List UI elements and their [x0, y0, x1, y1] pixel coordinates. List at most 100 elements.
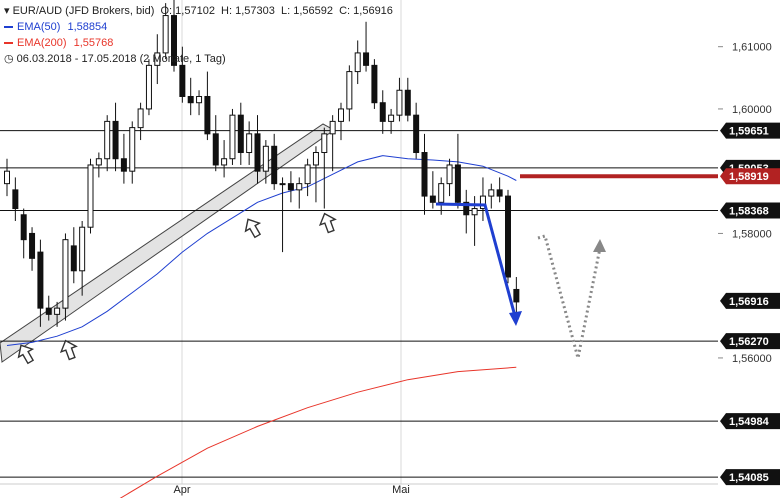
candle-body — [371, 64, 378, 104]
candle-body — [271, 145, 278, 185]
ema200-swatch — [4, 42, 13, 45]
candle-body — [329, 120, 336, 135]
candle-body — [429, 195, 436, 203]
ema50-label: EMA(50) — [17, 21, 61, 33]
range-note: (2 Monate, 1 Tag) — [139, 53, 226, 65]
candle — [279, 177, 286, 253]
ema200-line — [119, 366, 517, 498]
candle-body — [120, 158, 127, 172]
candle — [95, 152, 102, 178]
candle-body — [204, 95, 211, 135]
candle-body — [379, 102, 386, 122]
candle-body — [179, 64, 186, 97]
candle — [479, 177, 486, 221]
resistance-tag-text: 1,58919 — [729, 171, 769, 183]
candle — [396, 77, 403, 122]
candle — [413, 102, 420, 159]
candle-body — [287, 183, 294, 191]
candle-body — [438, 183, 445, 203]
candle — [254, 115, 261, 184]
ema50-line — [6, 155, 517, 346]
candle-body — [87, 164, 94, 228]
candle — [304, 158, 311, 197]
candle — [246, 121, 253, 165]
candle — [505, 189, 511, 284]
candle — [388, 108, 395, 134]
candle-body — [363, 52, 370, 66]
candle — [354, 40, 361, 85]
candle — [488, 183, 495, 209]
candle — [312, 146, 319, 203]
candle-body — [296, 183, 303, 191]
y-tick-label: 1,56000 — [732, 353, 772, 365]
candle-body — [354, 52, 361, 73]
ohlc-close: 1,56916 — [353, 5, 393, 17]
ohlc-high: 1,57303 — [235, 5, 275, 17]
level-tag-bg — [720, 333, 780, 350]
candle — [212, 115, 219, 172]
grid — [0, 0, 718, 485]
y-tick-label: 1,58000 — [732, 228, 772, 240]
candle — [4, 158, 10, 197]
candle — [221, 140, 228, 178]
level-tag-text: 1,54984 — [729, 416, 770, 428]
y-tick-label: 1,61000 — [732, 42, 772, 54]
candle — [54, 301, 61, 327]
candle-body — [321, 133, 328, 154]
candle — [120, 133, 127, 184]
candle-body — [79, 226, 86, 272]
candle-body — [446, 164, 453, 185]
y-tick-label: 1,60000 — [732, 104, 772, 116]
candle-body — [338, 108, 344, 122]
candle — [379, 90, 386, 134]
level-tag-text: 1,54085 — [729, 472, 769, 484]
ema50-value: 1,58854 — [67, 21, 108, 33]
candle — [129, 121, 136, 184]
level-tag: 1,58368 — [720, 202, 780, 219]
level-tag: 1,59651 — [720, 122, 780, 139]
ema200-legend[interactable]: EMA(200) 1,55768 — [4, 35, 393, 51]
candle — [463, 189, 470, 234]
candle — [171, 0, 177, 72]
candle-body — [70, 245, 77, 272]
ema-lines — [6, 155, 517, 498]
candle — [321, 127, 328, 209]
candle — [271, 133, 278, 190]
candle — [404, 77, 411, 122]
candle-body — [196, 95, 203, 104]
ema50-legend[interactable]: EMA(50) 1,58854 — [4, 19, 393, 35]
candle-body — [312, 152, 319, 166]
candle-body — [388, 114, 395, 122]
candle-body — [496, 189, 503, 197]
candle — [229, 108, 236, 165]
candle-body — [12, 189, 19, 210]
candle-body — [129, 127, 136, 172]
horizontal-levels — [0, 130, 718, 478]
channel-band — [0, 123, 335, 363]
candle — [137, 102, 144, 141]
chart-icon: ▾ — [4, 5, 10, 17]
candle — [45, 295, 52, 321]
candle — [29, 227, 36, 271]
candle — [329, 115, 336, 172]
ohlc-low: 1,56592 — [293, 5, 333, 17]
candle — [20, 208, 27, 259]
annotations — [17, 202, 606, 365]
level-tag-bg — [720, 469, 780, 486]
last-price-tag-text: 1,56916 — [729, 296, 769, 308]
ema200-label: EMA(200) — [17, 37, 67, 49]
trend-channel — [0, 123, 335, 363]
candle-body — [454, 164, 461, 203]
down-arrow-line — [435, 202, 518, 321]
candle — [204, 71, 211, 141]
resistance-tag: 1,58919 — [720, 168, 780, 185]
candle — [62, 233, 69, 321]
candle — [237, 102, 244, 165]
candle-body — [4, 170, 10, 185]
candle-body — [479, 195, 486, 210]
candle-body — [346, 71, 353, 110]
candle — [262, 140, 269, 184]
clock-icon: ◷ — [4, 53, 14, 65]
candle-body — [262, 145, 269, 172]
